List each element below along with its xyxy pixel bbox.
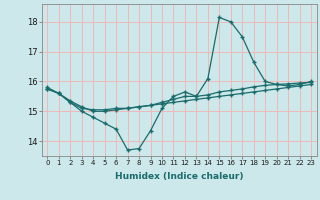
X-axis label: Humidex (Indice chaleur): Humidex (Indice chaleur) — [115, 172, 244, 181]
